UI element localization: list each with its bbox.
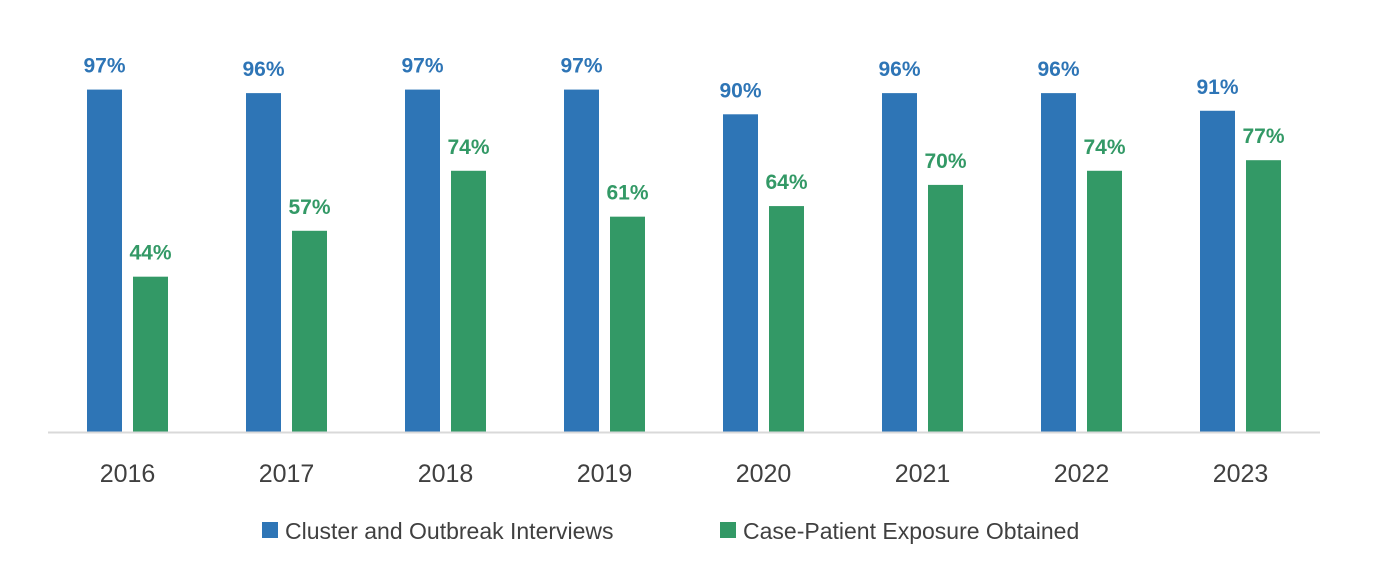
data-label-interviews-2023: 91% — [1196, 76, 1238, 99]
bar-exposure-2021 — [928, 184, 963, 432]
bar-interviews-2016 — [87, 89, 122, 432]
data-label-exposure-2020: 64% — [765, 171, 807, 194]
data-label-interviews-2020: 90% — [719, 79, 761, 102]
bar-exposure-2023 — [1246, 160, 1281, 432]
bar-interviews-2022 — [1041, 93, 1076, 433]
x-tick-label-2020: 2020 — [736, 460, 792, 488]
x-tick-label-2018: 2018 — [418, 460, 474, 488]
data-label-interviews-2019: 97% — [560, 55, 602, 78]
bar-exposure-2018 — [451, 170, 486, 432]
data-label-exposure-2017: 57% — [288, 196, 330, 219]
x-tick-label-2021: 2021 — [895, 460, 951, 488]
bar-exposure-2016 — [133, 276, 168, 432]
bar-exposure-2020 — [769, 206, 804, 432]
bar-exposure-2017 — [292, 230, 327, 432]
legend: Cluster and Outbreak Interviews Case-Pati… — [262, 518, 1079, 544]
data-label-exposure-2022: 74% — [1083, 136, 1125, 159]
legend-swatch-interviews — [262, 522, 278, 538]
bar-exposure-2019 — [610, 216, 645, 432]
data-label-exposure-2021: 70% — [924, 150, 966, 173]
x-tick-label-2017: 2017 — [259, 460, 315, 488]
data-label-exposure-2023: 77% — [1242, 125, 1284, 148]
data-label-interviews-2018: 97% — [401, 55, 443, 78]
bar-interviews-2021 — [882, 93, 917, 433]
data-label-interviews-2016: 97% — [83, 55, 125, 78]
x-tick-labels: 2016 2017 2018 2019 2020 2021 2022 2023 — [100, 460, 1269, 488]
data-label-exposure-2016: 44% — [129, 242, 171, 265]
data-label-interviews-2017: 96% — [242, 58, 284, 81]
legend-swatch-exposure — [720, 522, 736, 538]
x-tick-label-2019: 2019 — [577, 460, 633, 488]
x-tick-label-2022: 2022 — [1054, 460, 1110, 488]
data-label-interviews-2021: 96% — [878, 58, 920, 81]
bar-interviews-2019 — [564, 89, 599, 432]
data-label-interviews-2022: 96% — [1037, 58, 1079, 81]
bar-interviews-2018 — [405, 89, 440, 432]
legend-label-interviews: Cluster and Outbreak Interviews — [285, 518, 614, 544]
x-tick-label-2023: 2023 — [1213, 460, 1269, 488]
bars-layer — [87, 89, 1281, 433]
data-label-exposure-2018: 74% — [447, 136, 489, 159]
bar-exposure-2022 — [1087, 170, 1122, 432]
bar-interviews-2017 — [246, 93, 281, 433]
legend-label-exposure: Case-Patient Exposure Obtained — [743, 518, 1079, 544]
bar-interviews-2020 — [723, 114, 758, 433]
data-label-exposure-2019: 61% — [606, 182, 648, 205]
data-labels-layer: 97% 44% 96% 57% 97% 74% 97% 61% 90% 64% 96% 70% 96% 7… — [83, 55, 1284, 265]
bar-interviews-2023 — [1200, 110, 1235, 433]
x-tick-label-2016: 2016 — [100, 460, 156, 488]
